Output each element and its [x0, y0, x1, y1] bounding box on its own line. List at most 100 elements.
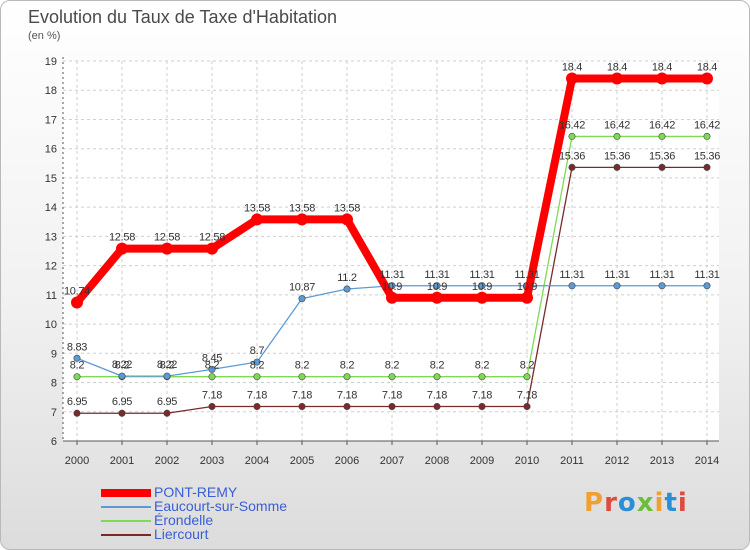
data-label: 18.4	[697, 62, 717, 74]
logo-letter: i	[654, 488, 665, 518]
chart-title: Evolution du Taux de Taxe d'Habitation	[28, 7, 337, 27]
data-point	[613, 282, 621, 290]
data-point	[73, 354, 81, 362]
x-tick-label: 2010	[515, 455, 539, 467]
data-label: 13.58	[289, 202, 315, 214]
data-point	[206, 242, 218, 255]
data-label: 11.31	[694, 269, 719, 281]
y-tick-label: 16	[45, 144, 57, 156]
y-tick-label: 9	[51, 348, 57, 360]
proxiti-logo: Proxiti	[584, 488, 688, 518]
data-label: 15.36	[694, 150, 720, 162]
data-point	[478, 403, 486, 411]
data-point	[523, 403, 531, 411]
data-label: 18.4	[562, 62, 582, 74]
data-point	[568, 282, 576, 290]
data-point	[478, 373, 486, 381]
data-label: 10.9	[382, 281, 402, 293]
y-tick-label: 10	[45, 319, 57, 331]
data-point	[521, 291, 533, 304]
data-label: 6.95	[67, 396, 87, 408]
data-label: 12.58	[199, 232, 225, 244]
data-label: 8.2	[475, 360, 490, 372]
data-label: 7.18	[337, 390, 357, 402]
legend-label: Eaucourt-sur-Somme	[154, 498, 288, 514]
data-label: 7.18	[382, 390, 402, 402]
data-point	[298, 295, 306, 303]
legend-label: Érondelle	[154, 512, 214, 528]
data-label: 10.9	[472, 281, 492, 293]
data-point	[433, 403, 441, 411]
data-point	[73, 373, 81, 381]
data-label: 12.58	[154, 232, 180, 244]
data-point	[433, 373, 441, 381]
data-point	[568, 163, 576, 171]
x-tick-label: 2005	[290, 455, 314, 467]
data-point	[251, 213, 263, 226]
data-point	[613, 163, 621, 171]
data-label: 11.31	[604, 269, 629, 281]
data-label: 7.18	[472, 390, 492, 402]
x-tick-label: 2007	[380, 455, 404, 467]
data-label: 8.2	[385, 360, 400, 372]
data-point	[163, 409, 171, 417]
data-label: 8.2	[520, 360, 535, 372]
y-tick-label: 8	[51, 378, 57, 390]
data-label: 11.31	[559, 269, 584, 281]
data-label: 6.95	[112, 396, 132, 408]
data-label: 8.2	[160, 360, 175, 372]
x-tick-label: 2008	[425, 455, 449, 467]
y-tick-label: 13	[45, 231, 57, 243]
data-point	[433, 282, 441, 290]
data-label: 18.4	[652, 62, 672, 74]
data-label: 6.95	[157, 396, 177, 408]
logo-letter: i	[677, 488, 688, 518]
data-point	[566, 72, 578, 85]
data-label: 15.36	[559, 150, 585, 162]
chart-subtitle: (en %)	[28, 30, 61, 42]
data-label: 11.31	[469, 269, 494, 281]
data-label: 11.2	[337, 272, 357, 284]
data-label: 15.36	[649, 150, 675, 162]
data-point	[341, 213, 353, 226]
data-point	[386, 291, 398, 304]
data-label: 10.9	[427, 281, 447, 293]
x-tick-label: 2001	[110, 455, 134, 467]
data-label: 18.4	[607, 62, 627, 74]
x-tick-label: 2002	[155, 455, 179, 467]
y-tick-label: 14	[45, 202, 57, 214]
x-tick-label: 2000	[65, 455, 89, 467]
data-point	[658, 282, 666, 290]
data-label: 7.18	[427, 390, 447, 402]
data-point	[343, 285, 351, 293]
data-label: 10.74	[64, 285, 90, 297]
legend-swatch	[101, 534, 151, 536]
data-label: 16.42	[649, 119, 675, 131]
data-label: 16.42	[604, 119, 630, 131]
data-point	[611, 72, 623, 85]
data-point	[253, 403, 261, 411]
data-point	[703, 132, 711, 140]
data-point	[658, 132, 666, 140]
data-label: 8.83	[67, 341, 87, 353]
data-label: 8.2	[205, 360, 220, 372]
data-point	[476, 291, 488, 304]
data-label: 13.58	[244, 202, 270, 214]
data-point	[703, 282, 711, 290]
legend-label: PONT-REMY	[154, 484, 238, 500]
data-point	[118, 372, 126, 380]
data-label: 8.2	[250, 360, 265, 372]
data-point	[253, 373, 261, 381]
data-label: 10.87	[289, 282, 315, 294]
data-label: 16.42	[559, 119, 585, 131]
data-label: 8.2	[295, 360, 310, 372]
logo-letter: r	[604, 488, 618, 518]
x-tick-label: 2011	[560, 455, 584, 467]
data-label: 8.2	[70, 360, 85, 372]
y-tick-label: 7	[51, 407, 57, 419]
data-label: 13.58	[334, 202, 360, 214]
data-point	[388, 373, 396, 381]
data-point	[296, 213, 308, 226]
